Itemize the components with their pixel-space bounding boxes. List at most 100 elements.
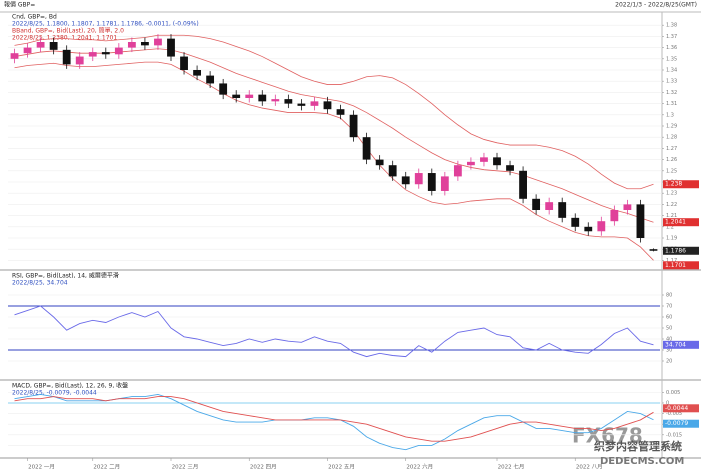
candle-body <box>271 99 280 102</box>
y-tick-label: 1.35 <box>666 56 677 62</box>
y-tick-label: 80 <box>666 293 672 299</box>
x-tick-label: 2022 八月 <box>576 464 603 471</box>
y-tick-label: 1.3 <box>666 112 674 118</box>
y-tick-label: 1.28 <box>666 135 677 141</box>
y-tick-label: 60 <box>666 315 672 321</box>
value-box-label: 1.1786 <box>665 247 686 254</box>
panel-subtitle: 2022/8/25, 1.1800, 1.1807, 1.1781, 1.178… <box>12 21 199 28</box>
y-tick-label: 1.26 <box>666 157 677 163</box>
series-line <box>14 305 654 358</box>
x-tick-label: 2022 三月 <box>172 464 199 471</box>
panel-subtitle: 2022/8/25, 34.704 <box>12 280 68 287</box>
plots: 1.171.181.191.21.211.221.231.241.251.261… <box>8 14 699 471</box>
y-tick-label: 1.37 <box>666 34 677 40</box>
candle-body <box>323 101 332 110</box>
y-tick-label: 50 <box>666 326 672 332</box>
candle-body <box>532 198 541 210</box>
y-tick-label: 1.22 <box>666 202 677 208</box>
panel-subtitle: 2022/8/25, -0.0079, -0.0044 <box>12 390 97 397</box>
candle-body <box>427 173 436 191</box>
candle-body <box>401 176 410 185</box>
top-left-label: 報價 GBP= <box>4 1 35 9</box>
candle-body <box>36 42 45 48</box>
candle-body <box>127 42 136 48</box>
candle-body <box>232 94 241 98</box>
candle-body <box>388 165 397 177</box>
bollinger-upper <box>14 34 654 190</box>
y-tick-label: 1.32 <box>666 90 677 96</box>
candle-body <box>310 101 319 106</box>
panel-title: RSI, GBP=, Bid(Last), 14, 威爾德平滑 <box>12 272 119 280</box>
series-line <box>14 396 654 442</box>
candle-body <box>506 165 514 171</box>
candle-body <box>167 38 175 57</box>
x-tick-label: 2022 四月 <box>250 464 277 471</box>
x-tick-label: 2022 六月 <box>406 463 433 471</box>
y-tick-label: 1.17 <box>666 258 677 264</box>
candle-body <box>349 114 358 138</box>
candle-body <box>571 217 580 227</box>
y-tick-label: -0.02 <box>666 443 679 449</box>
candle-body <box>414 173 423 185</box>
value-box-label: -0.0079 <box>665 420 688 427</box>
candle-body <box>154 38 162 46</box>
top-right-label: 2022/1/3 - 2022/8/25(GMT) <box>615 2 697 9</box>
annotation: 2022/8/25, 1.2380, 1.2041, 1.1701 <box>12 35 117 42</box>
candle-body <box>493 157 501 166</box>
value-box-bg <box>663 218 699 227</box>
value-box-bg <box>663 340 699 349</box>
panel-title: MACD, GBP=, Bid(Last), 12, 26, 9, 收盤 <box>12 382 128 390</box>
y-tick-label: 0 <box>666 400 669 406</box>
y-tick-label: 20 <box>666 359 672 365</box>
candle-body <box>480 157 488 162</box>
candle-body <box>284 99 293 104</box>
candle-body <box>584 226 593 232</box>
watermark-logo: FX678 <box>572 424 643 448</box>
candle-body <box>649 249 658 251</box>
candle-body <box>258 94 267 102</box>
candle-body <box>180 56 188 70</box>
y-tick-label: 1.31 <box>666 101 677 107</box>
candle-body <box>141 42 149 46</box>
y-tick-label: 1.25 <box>666 168 677 174</box>
y-tick-label: 40 <box>666 337 672 343</box>
value-box-bg <box>663 419 699 428</box>
x-tick-label: 2022 二月 <box>93 464 120 471</box>
y-tick-label: 0.005 <box>666 390 680 396</box>
candle-body <box>545 202 554 210</box>
candle-body <box>114 47 123 55</box>
candle-body <box>440 176 449 191</box>
value-box-bg <box>663 261 699 270</box>
candle-body <box>219 83 228 95</box>
bollinger-lower <box>14 61 654 261</box>
candle-body <box>101 52 110 55</box>
y-tick-label: 1.27 <box>666 146 677 152</box>
candle-body <box>467 161 475 166</box>
candle-body <box>88 52 97 57</box>
panel-title: Cnd, GBP=, Bd <box>12 14 57 21</box>
watermark-text: 织梦内容管理系统 <box>594 439 682 453</box>
candle-body <box>49 42 58 50</box>
y-tick-label: -0.015 <box>666 432 682 438</box>
y-tick-label: 1.34 <box>666 68 677 74</box>
value-box-bg <box>663 180 699 189</box>
candle-body <box>375 159 384 166</box>
value-box-bg <box>663 246 699 255</box>
candle-body <box>297 103 306 106</box>
candle-body <box>245 94 254 98</box>
x-tick-label: 2022 七月 <box>498 463 525 471</box>
candle-body <box>362 137 371 160</box>
y-tick-label: 1.23 <box>666 191 677 197</box>
y-tick-label: -0.005 <box>666 411 682 417</box>
y-tick-label: 1.2 <box>666 224 674 230</box>
y-tick-label: 1.29 <box>666 124 677 130</box>
candle-body <box>23 47 32 54</box>
x-tick-label: 2022 一月 <box>28 464 55 471</box>
y-tick-label: 70 <box>666 304 672 310</box>
candle-body <box>336 109 345 115</box>
candle-body <box>636 204 645 238</box>
value-box-label: 1.238 <box>665 181 682 188</box>
y-tick-label: 1.38 <box>666 23 677 29</box>
